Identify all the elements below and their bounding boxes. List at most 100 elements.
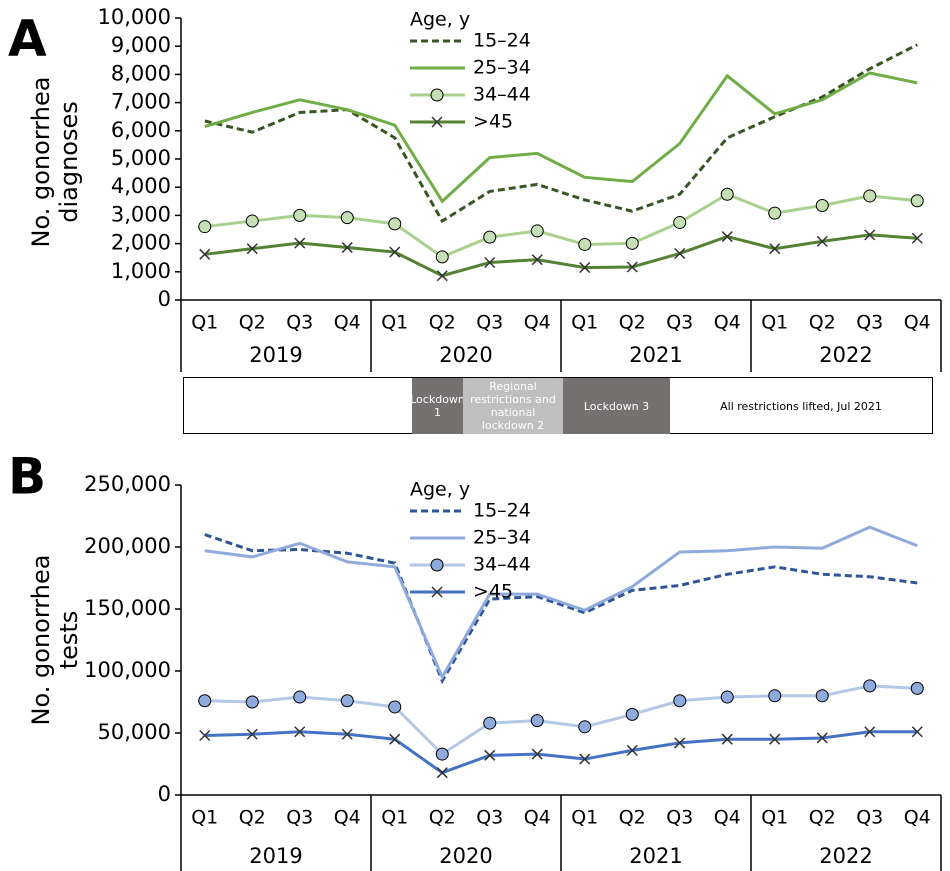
marker (199, 729, 211, 742)
series-line (204, 43, 918, 224)
y-tick-label: 100,000 (84, 658, 171, 682)
legend-label: >45 (473, 111, 513, 133)
y-tick-label: 6,000 (111, 118, 171, 142)
legend-label: 15–24 (473, 30, 531, 52)
marker (341, 242, 353, 254)
y-tick-label: 10,000 (98, 5, 171, 29)
marker (910, 194, 924, 208)
marker (245, 695, 259, 709)
y-tick-label: 2,000 (111, 231, 171, 255)
marker (674, 737, 686, 749)
marker (294, 726, 306, 738)
series-line (204, 525, 918, 681)
marker (340, 211, 354, 225)
legend-label: 25–34 (473, 57, 531, 79)
marker (388, 700, 402, 714)
y-tick-label: 250,000 (84, 472, 171, 496)
marker (436, 767, 448, 779)
marker (435, 250, 449, 264)
group-label: 2020 (439, 844, 492, 868)
series-line (204, 192, 918, 259)
group-label: 2022 (819, 343, 872, 367)
marker (388, 217, 402, 231)
x-tick-label: Q1 (571, 807, 598, 829)
series-line (204, 71, 918, 204)
timeline-segment: Lockdown 3 (563, 378, 670, 434)
x-tick-label: Q2 (239, 807, 266, 829)
marker (673, 215, 687, 229)
legend-marker (431, 586, 443, 598)
y-tick-label: 0 (158, 287, 171, 311)
group-label: 2022 (819, 844, 872, 868)
marker (768, 689, 782, 703)
group-label: 2021 (629, 343, 682, 367)
y-tick-label: 7,000 (111, 90, 171, 114)
group-label: 2019 (249, 844, 302, 868)
x-tick-label: Q4 (904, 312, 931, 334)
legend-label: 34–44 (473, 84, 531, 106)
marker (436, 270, 448, 282)
y-tick-label: 50,000 (98, 720, 171, 744)
group-label: 2020 (439, 343, 492, 367)
y-tick-label: 150,000 (84, 596, 171, 620)
marker (911, 726, 923, 738)
y-tick-label: 200,000 (84, 534, 171, 558)
marker (340, 694, 354, 708)
marker (199, 248, 211, 260)
marker (293, 690, 307, 704)
y-axis-label: No. gonorrhea tests (27, 554, 83, 726)
legend-label: 15–24 (473, 500, 531, 522)
x-tick-label: Q4 (904, 807, 931, 829)
x-tick-label: Q4 (524, 312, 551, 334)
y-tick-label: 1,000 (111, 259, 171, 283)
x-tick-label: Q2 (809, 807, 836, 829)
marker (626, 744, 638, 756)
y-tick-label: 5,000 (111, 146, 171, 170)
y-tick-label: 8,000 (111, 61, 171, 85)
x-tick-label: Q1 (381, 312, 408, 334)
marker (245, 214, 259, 228)
marker (389, 733, 401, 745)
x-tick-label: Q3 (286, 312, 313, 334)
x-tick-label: Q2 (239, 312, 266, 334)
marker (530, 224, 544, 238)
x-tick-label: Q1 (761, 807, 788, 829)
y-tick-label: 4,000 (111, 174, 171, 198)
marker (910, 681, 924, 695)
marker (768, 206, 782, 220)
y-tick-label: 9,000 (111, 33, 171, 57)
x-tick-label: Q4 (524, 807, 551, 829)
timeline-segment: Lockdown 1 (410, 378, 465, 434)
marker (484, 749, 496, 761)
x-tick-label: Q1 (571, 312, 598, 334)
x-tick-label: Q3 (476, 312, 503, 334)
x-tick-label: Q4 (334, 312, 361, 334)
timeline-segment: All restrictions lifted, Jul 2021 (720, 399, 882, 413)
x-tick-label: Q3 (666, 312, 693, 334)
x-tick-label: Q2 (809, 312, 836, 334)
x-tick-label: Q2 (429, 312, 456, 334)
marker (198, 220, 212, 234)
x-tick-label: Q4 (714, 312, 741, 334)
timeline-segment: Regional restrictions and national lockd… (463, 378, 563, 434)
marker (578, 720, 592, 734)
x-tick-label: Q4 (714, 807, 741, 829)
marker (246, 243, 258, 255)
marker (389, 246, 401, 258)
marker (294, 237, 306, 249)
marker (769, 243, 781, 255)
x-tick-label: Q1 (191, 312, 218, 334)
legend-title: Age, y (410, 479, 470, 501)
series-line (204, 233, 918, 278)
marker (341, 728, 353, 740)
marker (863, 679, 877, 693)
marker (484, 256, 496, 269)
series-line (204, 533, 918, 685)
panel-label: B (8, 448, 46, 506)
x-tick-label: Q2 (619, 807, 646, 829)
x-tick-label: Q2 (429, 807, 456, 829)
legend-marker (431, 116, 443, 128)
marker (531, 748, 543, 760)
legend-label: 25–34 (473, 527, 531, 549)
marker (721, 733, 733, 745)
